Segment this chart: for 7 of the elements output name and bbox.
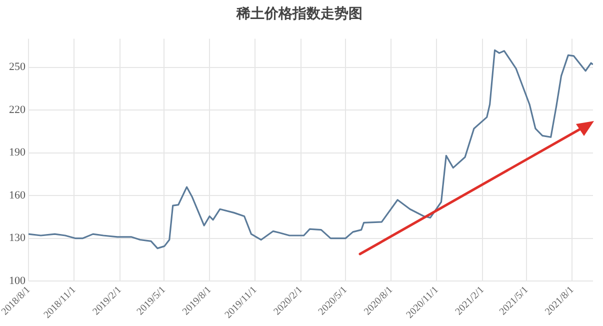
chart-title: 稀土价格指数走势图	[236, 6, 362, 22]
y-tick-label: 220	[9, 104, 26, 116]
y-tick-label: 190	[9, 146, 26, 159]
y-tick-label: 160	[9, 189, 26, 202]
y-tick-label: 250	[9, 61, 26, 74]
y-tick-label: 100	[9, 274, 26, 287]
y-tick-label: 130	[9, 232, 26, 244]
